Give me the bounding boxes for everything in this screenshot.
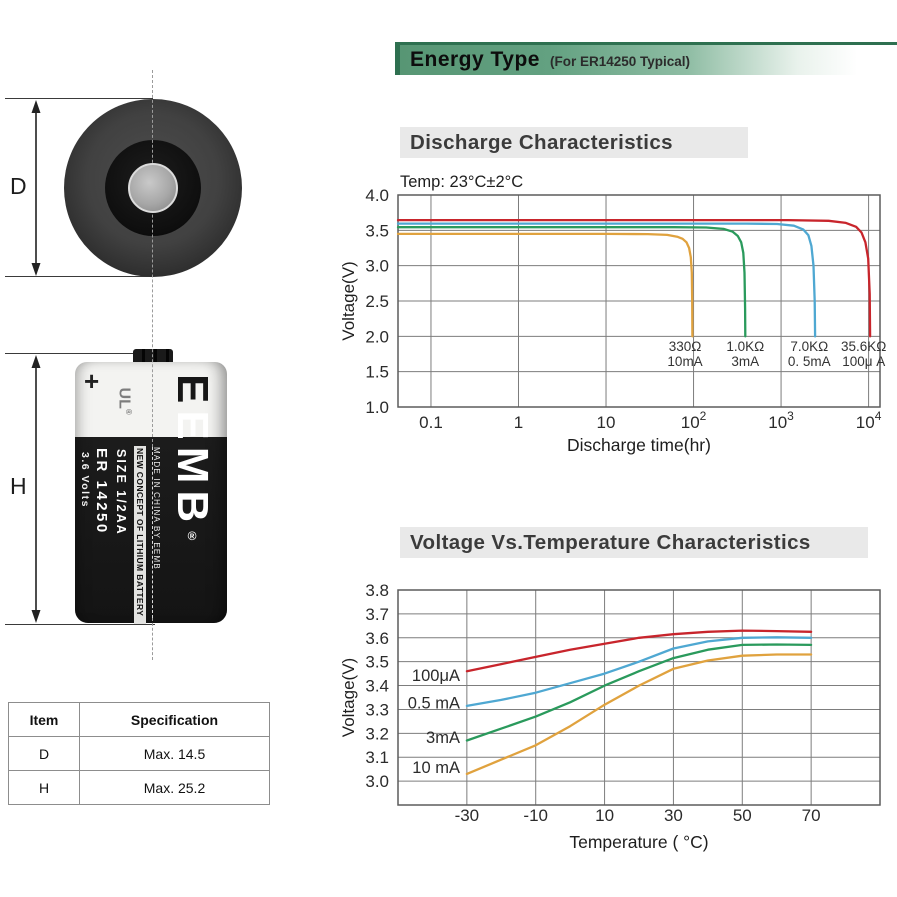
svg-text:10 mA: 10 mA (412, 759, 460, 777)
energy-type-title: Energy Type (410, 48, 540, 71)
spec-table-header-row: Item Specification (8, 702, 270, 737)
svg-text:4.0: 4.0 (365, 186, 389, 205)
svg-text:10: 10 (597, 413, 616, 432)
svg-text:Voltage(V): Voltage(V) (340, 261, 358, 340)
svg-text:Temperature ( °C): Temperature ( °C) (569, 832, 708, 852)
brand-logo-eemb: EEMB® (168, 374, 217, 544)
centerline-dashed-top (152, 70, 153, 447)
svg-text:3.5: 3.5 (365, 653, 389, 672)
svg-text:Voltage(V): Voltage(V) (340, 658, 358, 737)
spec-value-h: Max. 25.2 (79, 770, 270, 805)
energy-type-header: Energy Type (For ER14250 Typical) (395, 42, 897, 75)
svg-text:3.0: 3.0 (365, 257, 389, 276)
battery-plus-mark: + (84, 366, 100, 396)
svg-text:Discharge time(hr): Discharge time(hr) (567, 435, 711, 455)
dim-d-label: D (10, 173, 27, 199)
spec-item-h: H (8, 770, 80, 805)
discharge-section-heading: Discharge Characteristics (400, 127, 748, 158)
svg-text:1.5: 1.5 (365, 363, 389, 382)
battery-voltage-text: 3.6 Volts (79, 452, 91, 508)
spec-item-d: D (8, 736, 80, 771)
dim-h-bottom-line (5, 624, 155, 625)
dim-d-top-line (5, 98, 153, 99)
svg-text:3.3: 3.3 (365, 700, 389, 719)
ul-certification-icon: UL® (115, 387, 133, 415)
svg-text:3.4: 3.4 (365, 677, 389, 696)
battery-model-text: ER 14250 (93, 448, 110, 535)
svg-text:3.2: 3.2 (365, 724, 389, 743)
svg-text:2.5: 2.5 (365, 292, 389, 311)
battery-size-text: SIZE 1/2AA (114, 449, 128, 536)
svg-text:3.5: 3.5 (365, 221, 389, 240)
svg-text:3mA: 3mA (426, 729, 460, 747)
svg-text:103: 103 (768, 409, 794, 432)
battery-terminal-button (133, 349, 173, 364)
dim-d-bottom-line (5, 276, 153, 277)
svg-text:30: 30 (664, 806, 683, 825)
svg-text:3.6: 3.6 (365, 629, 389, 648)
centerline-dashed-body (152, 447, 153, 618)
spec-value-d: Max. 14.5 (79, 736, 270, 771)
energy-type-subtitle: (For ER14250 Typical) (549, 54, 691, 69)
svg-text:102: 102 (681, 409, 707, 432)
dimension-arrow-d (31, 100, 41, 276)
dim-h-label: H (10, 473, 27, 499)
svg-text:3.1: 3.1 (365, 748, 389, 767)
svg-text:0.5 mA: 0.5 mA (408, 694, 460, 712)
voltage-vs-temperature-chart: 3.8 3.7 3.6 3.5 3.4 3.3 3.2 3.1 3.0 -30 -10 10 30 50 7… (339, 558, 897, 858)
battery-made-in-text: MADE IN CHINA BY EEMB (152, 447, 161, 570)
svg-text:104: 104 (856, 409, 882, 432)
svg-text:0.1: 0.1 (419, 413, 443, 432)
centerline-dashed-bottom (152, 618, 153, 660)
svg-text:1: 1 (514, 413, 523, 432)
svg-text:Temp: 23°C±2°C: Temp: 23°C±2°C (400, 173, 523, 191)
battery-side-view (75, 362, 227, 623)
svg-text:2.0: 2.0 (365, 327, 389, 346)
svg-text:-10: -10 (523, 806, 548, 825)
svg-text:10: 10 (595, 806, 614, 825)
voltage-temperature-section-heading: Voltage Vs.Temperature Characteristics (400, 527, 868, 558)
battery-top-view-terminal (128, 163, 178, 213)
battery-concept-strip: NEW CONCEPT OF LITHIUM BATTERY (134, 446, 146, 624)
spec-table: Item Specification D Max. 14.5 H Max. 25… (8, 702, 270, 805)
svg-text:3.7: 3.7 (365, 605, 389, 624)
svg-text:-30: -30 (455, 806, 480, 825)
svg-text:3.8: 3.8 (365, 581, 389, 600)
svg-text:3.0: 3.0 (365, 772, 389, 791)
svg-text:70: 70 (802, 806, 821, 825)
dim-h-top-line (5, 353, 150, 354)
table-row: D Max. 14.5 (8, 736, 270, 771)
svg-text:100μA: 100μA (412, 667, 460, 685)
svg-text:1.0: 1.0 (365, 398, 389, 417)
svg-text:50: 50 (733, 806, 752, 825)
spec-table-header-specification: Specification (79, 702, 270, 737)
discharge-characteristics-chart: 4.0 3.5 3.0 2.5 2.0 1.5 1.0 0.1 1 10 102 103 104 Temp… (339, 165, 897, 457)
table-row: H Max. 25.2 (8, 770, 270, 805)
dimension-arrow-h (31, 355, 41, 623)
spec-table-header-item: Item (8, 702, 80, 737)
